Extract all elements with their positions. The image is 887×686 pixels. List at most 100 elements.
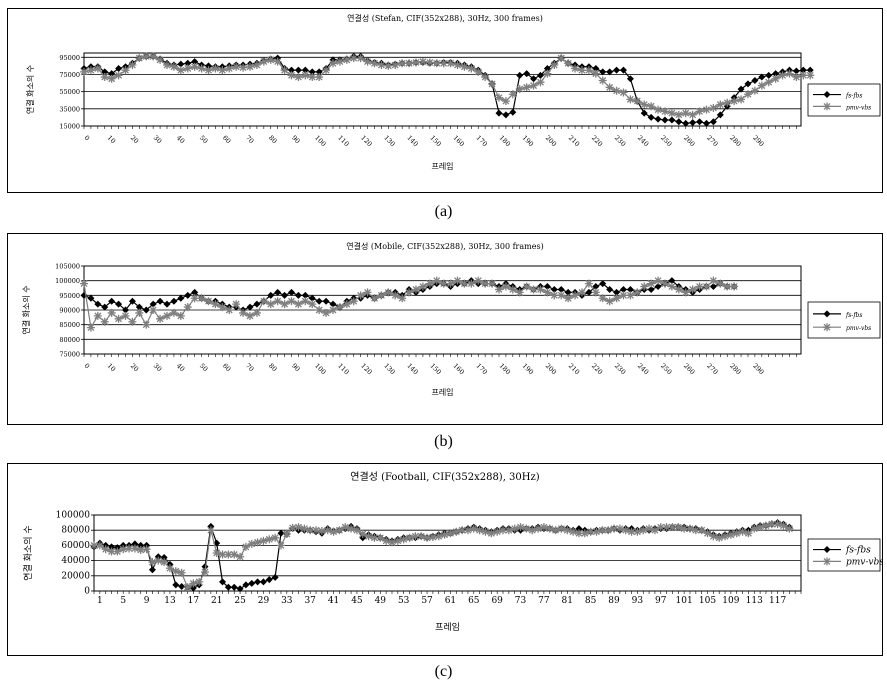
data-point-pmv-vbs xyxy=(639,526,648,535)
data-point-pmv-vbs xyxy=(162,61,171,70)
x-tick-label: 140 xyxy=(405,362,419,376)
data-point-pmv-vbs xyxy=(557,291,566,300)
data-point-pmv-vbs xyxy=(584,279,593,288)
data-point-fs-fbs xyxy=(523,70,531,78)
data-point-fs-fbs xyxy=(160,554,168,562)
data-point-fs-fbs xyxy=(184,291,192,299)
x-tick-label: 130 xyxy=(382,362,396,376)
x-tick-label: 120 xyxy=(359,134,373,148)
y-tick-label: 100000 xyxy=(56,511,91,521)
data-point-fs-fbs xyxy=(626,285,634,293)
data-point-pmv-vbs xyxy=(709,532,718,541)
data-point-pmv-vbs xyxy=(577,288,586,297)
data-point-pmv-vbs xyxy=(276,541,285,550)
data-point-pmv-vbs xyxy=(610,524,619,533)
data-point-pmv-vbs xyxy=(423,533,432,542)
data-point-pmv-vbs xyxy=(702,282,711,291)
data-point-pmv-vbs xyxy=(308,300,317,309)
data-point-pmv-vbs xyxy=(494,285,503,294)
data-point-pmv-vbs xyxy=(377,61,386,70)
data-point-fs-fbs xyxy=(502,111,510,119)
y-tick-label: 80000 xyxy=(59,336,80,344)
data-point-pmv-vbs xyxy=(543,69,552,78)
data-point-pmv-vbs xyxy=(640,100,649,109)
data-point-fs-fbs xyxy=(509,108,517,116)
data-point-pmv-vbs xyxy=(474,67,483,76)
data-point-pmv-vbs xyxy=(225,64,234,73)
data-point-fs-fbs xyxy=(149,300,157,308)
data-point-pmv-vbs xyxy=(545,524,554,533)
x-tick-label: 210 xyxy=(567,362,581,376)
y-axis-label: 연결 화소의 수 xyxy=(25,65,35,114)
x-tick-label: 50 xyxy=(198,362,210,374)
data-point-fs-fbs xyxy=(806,66,814,74)
x-tick-label: 60 xyxy=(221,134,233,146)
x-tick-label: 260 xyxy=(682,362,696,376)
chart-c: 연결성 (Football, CIF(352x288), 30Hz) 0 20000… xyxy=(23,471,882,633)
data-point-pmv-vbs xyxy=(417,532,426,541)
x-tick-label: 90 xyxy=(290,362,302,374)
data-point-pmv-vbs xyxy=(356,291,365,300)
data-point-fs-fbs xyxy=(619,285,627,293)
data-point-fs-fbs xyxy=(177,294,185,302)
data-point-pmv-vbs xyxy=(650,526,659,535)
data-point-pmv-vbs xyxy=(218,550,227,559)
data-point-pmv-vbs xyxy=(405,59,414,68)
data-point-fs-fbs xyxy=(606,285,614,293)
data-point-pmv-vbs xyxy=(667,109,676,118)
data-point-pmv-vbs xyxy=(529,81,538,90)
data-point-pmv-vbs xyxy=(80,279,88,288)
data-point-pmv-vbs xyxy=(494,93,503,102)
data-point-pmv-vbs xyxy=(543,288,552,297)
data-point-fs-fbs xyxy=(765,71,773,79)
data-point-pmv-vbs xyxy=(363,57,372,66)
data-point-pmv-vbs xyxy=(197,294,206,303)
x-tick-label: 240 xyxy=(636,134,650,148)
data-point-fs-fbs xyxy=(751,76,759,84)
x-tick-label: 150 xyxy=(428,362,442,376)
x-tick-label: 0 xyxy=(83,134,92,143)
data-point-pmv-vbs xyxy=(726,530,735,539)
chart-panel-a: 연결성 (Stefan, CIF(352x288), 30Hz, 300 fra… xyxy=(7,8,883,193)
caption-a: (a) xyxy=(434,203,453,220)
data-point-pmv-vbs xyxy=(265,535,274,544)
x-tick-label: 80 xyxy=(267,134,279,146)
x-tick-label: 200 xyxy=(544,134,558,148)
data-point-fs-fbs xyxy=(148,566,156,574)
x-tick-label: 180 xyxy=(498,134,512,148)
data-point-pmv-vbs xyxy=(280,66,289,75)
x-tick-label: 100 xyxy=(313,362,327,376)
data-point-pmv-vbs xyxy=(162,311,171,320)
data-point-pmv-vbs xyxy=(197,64,206,73)
data-point-pmv-vbs xyxy=(685,524,694,533)
data-point-fs-fbs xyxy=(94,300,102,308)
x-tick-label: 61 xyxy=(445,596,456,606)
data-point-pmv-vbs xyxy=(656,523,665,532)
data-point-pmv-vbs xyxy=(709,276,718,285)
data-point-pmv-vbs xyxy=(654,105,663,114)
data-point-pmv-vbs xyxy=(487,529,496,538)
data-point-pmv-vbs xyxy=(591,288,600,297)
caption-c: (c) xyxy=(434,663,453,680)
data-point-pmv-vbs xyxy=(508,285,517,294)
data-point-pmv-vbs xyxy=(225,306,234,314)
data-point-pmv-vbs xyxy=(757,81,766,90)
data-point-pmv-vbs xyxy=(315,73,324,82)
data-point-pmv-vbs xyxy=(169,308,178,317)
data-point-pmv-vbs xyxy=(425,58,434,67)
data-point-fs-fbs xyxy=(543,64,551,72)
data-point-fs-fbs xyxy=(301,291,309,299)
data-point-fs-fbs xyxy=(294,66,302,74)
legend-label: pmv-vbs xyxy=(846,325,871,332)
x-tick-label: 280 xyxy=(728,134,742,148)
y-tick-label: 85000 xyxy=(59,321,80,329)
data-point-pmv-vbs xyxy=(358,530,367,538)
data-point-fs-fbs xyxy=(647,113,655,121)
data-point-pmv-vbs xyxy=(515,288,524,297)
x-tick-label: 190 xyxy=(521,134,535,148)
data-point-pmv-vbs xyxy=(467,279,476,288)
data-point-fs-fbs xyxy=(654,283,662,291)
data-point-fs-fbs xyxy=(170,297,178,305)
chart-b: 연결성 (Mobile, CIF(352x288), 30Hz, 300 fra… xyxy=(21,241,881,397)
data-point-pmv-vbs xyxy=(799,71,808,80)
